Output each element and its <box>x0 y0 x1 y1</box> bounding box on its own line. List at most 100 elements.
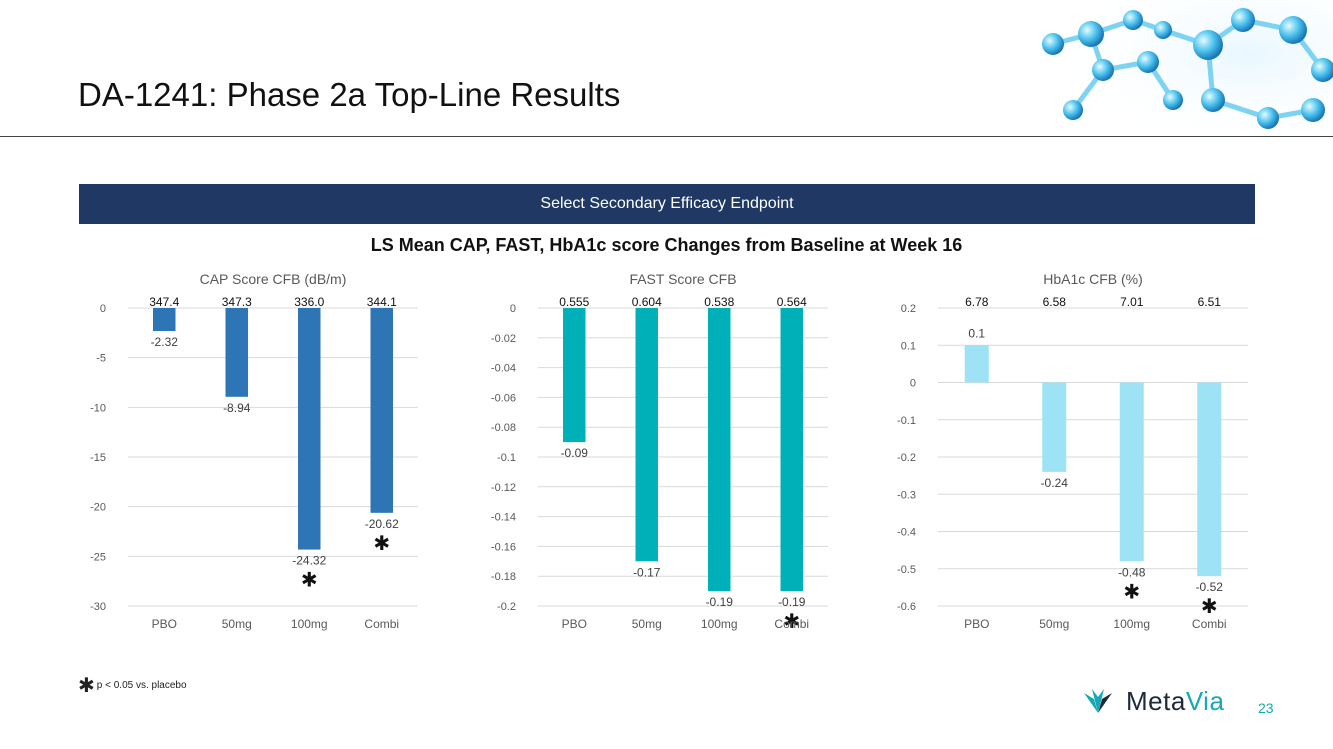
x-tick-label: 100mg <box>701 617 738 631</box>
baseline-label: 347.4 <box>149 295 179 309</box>
y-tick-label: -10 <box>90 402 106 414</box>
footnote: ✱ p < 0.05 vs. placebo <box>78 674 187 697</box>
logo-text-dark: Meta <box>1126 686 1186 716</box>
x-tick-label: 50mg <box>222 617 252 631</box>
y-tick-label: -0.04 <box>491 363 516 375</box>
y-tick-label: -0.08 <box>491 422 516 434</box>
baseline-label: 0.555 <box>559 295 589 309</box>
baseline-label: 336.0 <box>294 295 324 309</box>
significance-star: ✱ <box>301 570 318 592</box>
y-tick-label: -0.06 <box>491 392 516 404</box>
y-tick-label: -15 <box>90 452 106 464</box>
bar <box>1119 382 1144 562</box>
bar <box>964 345 989 383</box>
metavia-logo: MetaVia <box>1080 686 1224 717</box>
y-tick-label: -30 <box>90 601 106 613</box>
y-tick-label: -0.14 <box>491 512 516 524</box>
value-label: -8.94 <box>223 401 251 415</box>
fast-score-chart: FAST Score CFB 0 -0.02 -0.04 -0.06 -0.08 -0.1 -… <box>491 271 828 633</box>
page-number: 23 <box>1258 700 1274 716</box>
y-tick-label: -0.18 <box>491 571 516 583</box>
significance-star-icon: ✱ <box>78 674 95 697</box>
footnote-text: p < 0.05 vs. placebo <box>96 680 187 691</box>
slide-title: DA-1241: Phase 2a Top-Line Results <box>78 76 621 113</box>
baseline-label: 6.51 <box>1198 295 1222 309</box>
section-banner: Select Secondary Efficacy Endpoint <box>79 184 1255 224</box>
value-label: -0.19 <box>778 595 806 609</box>
baseline-label: 0.538 <box>704 295 734 309</box>
x-tick-label: PBO <box>964 617 989 631</box>
y-tick-label: -0.4 <box>897 527 916 539</box>
baseline-label: 6.78 <box>965 295 989 309</box>
y-tick-label: 0.2 <box>901 303 916 315</box>
logo-text-accent: Via <box>1185 686 1225 716</box>
chart-title: CAP Score CFB (dB/m) <box>200 271 347 287</box>
y-tick-label: -0.1 <box>497 452 516 464</box>
value-label: -0.24 <box>1041 476 1069 490</box>
y-tick-label: -0.16 <box>491 541 516 553</box>
chart-title: HbA1c CFB (%) <box>1043 271 1143 287</box>
bar <box>780 308 803 592</box>
y-tick-label: -25 <box>90 551 106 563</box>
baseline-label: 7.01 <box>1120 295 1144 309</box>
cap-score-chart: CAP Score CFB (dB/m) 0 -5 -10 -15 -20 -25 -30 34… <box>90 271 418 631</box>
x-tick-label: PBO <box>562 617 587 631</box>
value-label: -2.32 <box>151 335 179 349</box>
baseline-label: 347.3 <box>222 295 252 309</box>
bar <box>563 308 586 443</box>
banner-label: Select Secondary Efficacy Endpoint <box>540 195 794 212</box>
leaf-logo-icon <box>1084 688 1112 713</box>
x-tick-label: Combi <box>364 617 399 631</box>
bar <box>298 308 321 550</box>
bar <box>1197 382 1222 577</box>
baseline-label: 344.1 <box>367 295 397 309</box>
y-tick-label: -0.2 <box>497 601 516 613</box>
x-tick-label: Combi <box>774 617 809 631</box>
bar <box>225 308 248 397</box>
bar <box>708 308 731 592</box>
value-label: -0.19 <box>706 595 734 609</box>
molecule-graphic <box>1042 0 1333 136</box>
baseline-label: 6.58 <box>1043 295 1067 309</box>
logo-text: MetaVia <box>1126 686 1224 717</box>
y-tick-label: -0.5 <box>897 564 916 576</box>
x-tick-label: PBO <box>152 617 177 631</box>
value-label: 0.1 <box>968 326 985 340</box>
value-label: -0.17 <box>633 565 661 579</box>
x-tick-label: 100mg <box>1113 617 1150 631</box>
significance-star: ✱ <box>783 611 800 633</box>
hba1c-chart: HbA1c CFB (%) 0.2 0.1 0 -0.1 -0.2 -0.3 -0.4 -0.5… <box>897 271 1248 631</box>
value-label: -0.09 <box>561 446 589 460</box>
y-tick-label: 0 <box>100 303 106 315</box>
y-tick-label: 0.1 <box>901 340 916 352</box>
x-tick-label: 50mg <box>1039 617 1069 631</box>
y-tick-label: -5 <box>96 353 106 365</box>
y-tick-label: -0.2 <box>897 452 916 464</box>
charts-subtitle: LS Mean CAP, FAST, HbA1c score Changes f… <box>370 235 963 255</box>
bar <box>635 308 658 562</box>
y-tick-label: -20 <box>90 502 106 514</box>
baseline-label: 0.564 <box>777 295 807 309</box>
significance-star: ✱ <box>1201 596 1218 618</box>
baseline-label: 0.604 <box>632 295 662 309</box>
y-tick-label: 0 <box>510 303 516 315</box>
value-label: -0.48 <box>1118 565 1146 579</box>
x-tick-label: 50mg <box>632 617 662 631</box>
y-tick-label: -0.1 <box>897 415 916 427</box>
significance-star: ✱ <box>373 533 390 555</box>
value-label: -20.62 <box>365 517 399 531</box>
title-divider <box>0 136 1333 137</box>
y-tick-label: -0.3 <box>897 489 916 501</box>
chart-title: FAST Score CFB <box>629 271 736 287</box>
y-tick-label: -0.12 <box>491 482 516 494</box>
y-tick-label: 0 <box>910 378 916 390</box>
bar <box>370 308 393 513</box>
value-label: -0.52 <box>1196 580 1224 594</box>
y-tick-label: -0.02 <box>491 333 516 345</box>
x-tick-label: Combi <box>1192 617 1227 631</box>
value-label: -24.32 <box>292 554 326 568</box>
bar <box>153 308 176 332</box>
y-tick-label: -0.6 <box>897 601 916 613</box>
bar <box>1042 382 1067 472</box>
x-tick-label: 100mg <box>291 617 328 631</box>
